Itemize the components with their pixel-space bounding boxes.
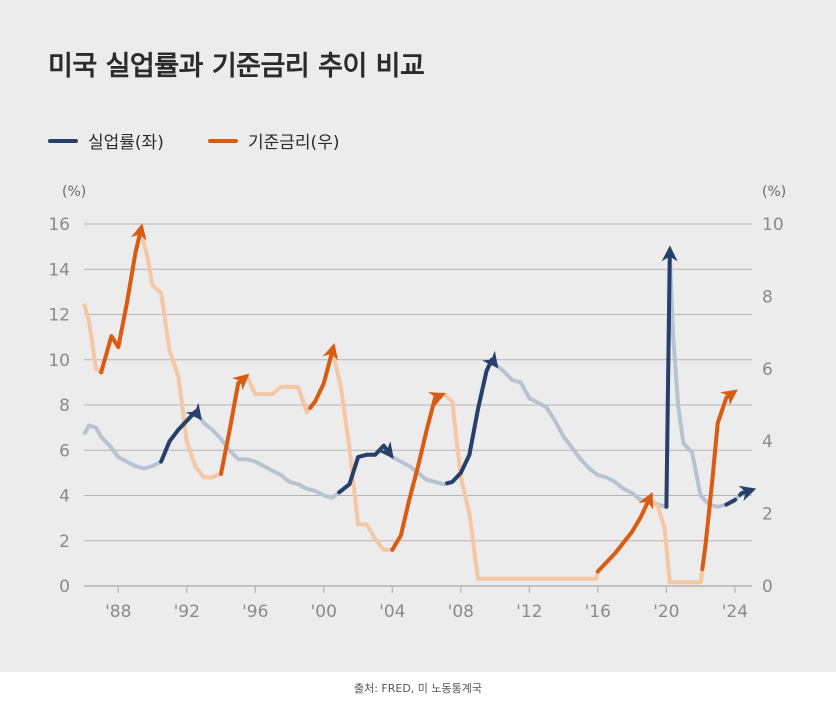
left-tick-label: 12 bbox=[48, 306, 70, 326]
x-tick-label: '24 bbox=[722, 602, 748, 622]
unemployment-upswing-arrow bbox=[445, 350, 499, 486]
right-tick-label: 8 bbox=[762, 287, 773, 307]
line-chart: 0 2 4 6 8 10 12 14 16 0 2 4 6 8 10 '88 '92 '96 '00 '04 '08… bbox=[48, 184, 786, 622]
x-tick-label: '04 bbox=[379, 602, 405, 622]
left-tick-label: 2 bbox=[59, 532, 70, 552]
page-title: 미국 실업률과 기준금리 추이 비교 bbox=[48, 51, 425, 82]
right-tick-label: 2 bbox=[762, 505, 773, 525]
left-tick-label: 4 bbox=[59, 487, 70, 507]
left-tick-label: 14 bbox=[48, 260, 70, 280]
x-tick-label: '08 bbox=[448, 602, 474, 622]
unemployment-upswing-arrow bbox=[661, 245, 678, 509]
unemployment-upswing-arrow bbox=[724, 485, 757, 507]
rate-hike-arrow bbox=[700, 389, 738, 572]
x-tick-label: '96 bbox=[242, 602, 268, 622]
right-tick-label: 6 bbox=[762, 360, 773, 380]
right-tick-label: 4 bbox=[762, 432, 773, 452]
rate-hike-arrow bbox=[390, 392, 446, 552]
legend-label-fed-rate: 기준금리(우) bbox=[248, 133, 340, 153]
rate-hike-arrow bbox=[595, 491, 654, 574]
left-tick-label: 8 bbox=[59, 396, 70, 416]
x-tick-label: '88 bbox=[105, 602, 131, 622]
left-tick-label: 6 bbox=[59, 441, 70, 461]
right-tick-label: 10 bbox=[762, 215, 784, 235]
rate-hike-arrow bbox=[219, 373, 250, 476]
source-note: 출처: FRED, 미 노동통계국 bbox=[353, 682, 483, 695]
rate-hike-arrow bbox=[308, 342, 339, 410]
legend-label-unemployment: 실업률(좌) bbox=[88, 133, 164, 153]
rate-hike-arrow bbox=[99, 223, 147, 375]
x-tick-label: '20 bbox=[653, 602, 679, 622]
left-tick-label: 10 bbox=[48, 351, 70, 371]
left-tick-label: 0 bbox=[59, 577, 70, 597]
legend-swatch-fed-rate bbox=[208, 139, 238, 143]
chart-panel bbox=[0, 0, 836, 672]
unemployment-upswing-arrow bbox=[159, 402, 202, 464]
right-tick-label: 0 bbox=[762, 577, 773, 597]
x-tick-label: '00 bbox=[311, 602, 337, 622]
x-tick-label: '12 bbox=[516, 602, 542, 622]
unemployment-upswing-arrow bbox=[337, 441, 394, 495]
right-axis-unit: (%) bbox=[762, 184, 786, 200]
legend-swatch-unemployment bbox=[48, 139, 78, 143]
left-axis-unit: (%) bbox=[62, 184, 86, 200]
x-tick-label: '16 bbox=[585, 602, 611, 622]
x-tick-label: '92 bbox=[174, 602, 200, 622]
left-tick-label: 16 bbox=[48, 215, 70, 235]
